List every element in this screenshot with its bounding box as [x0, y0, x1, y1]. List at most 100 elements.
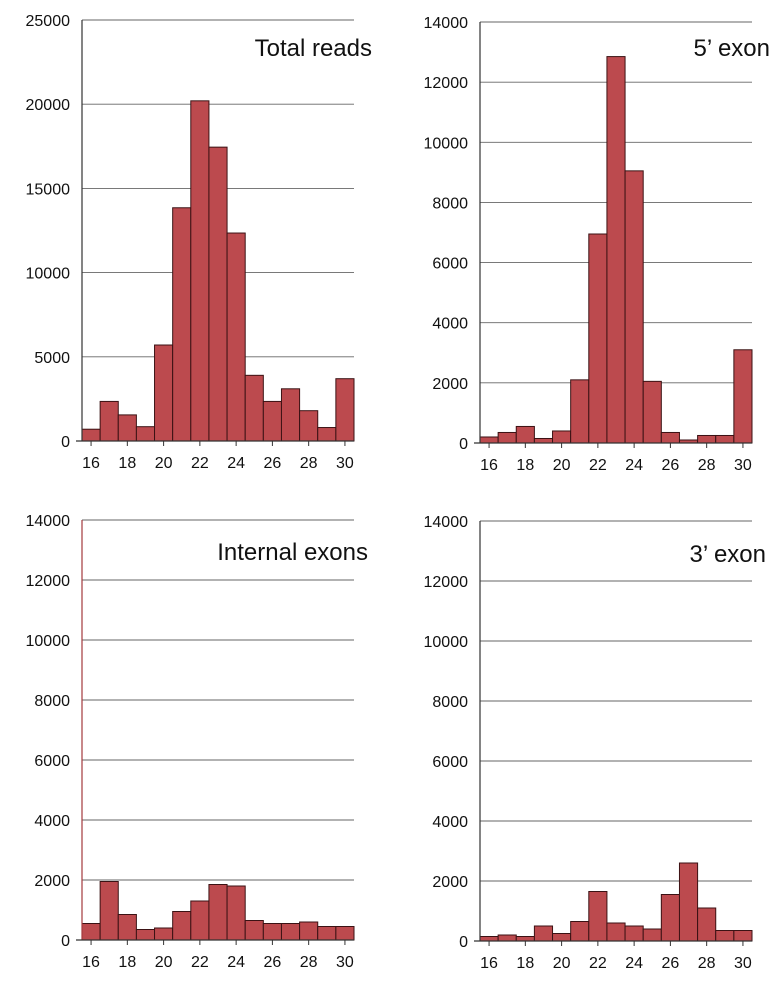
bar [678, 862, 699, 942]
bar [280, 923, 301, 941]
y-tick-label: 14000 [424, 514, 469, 531]
y-tick-label: 0 [459, 934, 468, 951]
bar [479, 936, 499, 942]
bar [642, 928, 662, 942]
x-tick-label: 18 [516, 457, 534, 474]
y-tick-label: 14000 [26, 513, 71, 530]
x-tick-label: 22 [589, 955, 607, 972]
x-tick-label: 20 [553, 457, 571, 474]
bar [299, 921, 319, 941]
bar [642, 380, 662, 444]
bar [81, 923, 101, 941]
y-tick-label: 4000 [432, 814, 468, 831]
bar [154, 344, 174, 442]
y-tick-label: 6000 [432, 754, 468, 771]
x-tick-label: 16 [480, 955, 498, 972]
x-tick-label: 16 [82, 455, 100, 472]
bar [497, 934, 517, 942]
bar [244, 920, 264, 941]
total-reads-chart: 0 5000 10000 15000 20000 25000 16 18 20 22 24 26 28 3… [26, 13, 373, 472]
bar [515, 425, 535, 444]
x-tick-label: 18 [516, 955, 534, 972]
bar [117, 414, 137, 442]
y-tick-label: 14000 [424, 15, 469, 32]
y-tick-label: 6000 [34, 753, 70, 770]
y-tick-label: 0 [61, 933, 70, 950]
x-tick-label: 22 [589, 457, 607, 474]
y-tick-label: 4000 [34, 813, 70, 830]
x-tick-label: 28 [698, 955, 716, 972]
bar [317, 926, 337, 941]
x-tick-label: 26 [264, 954, 282, 971]
x-tick-label: 18 [118, 455, 136, 472]
chart-title: Total reads [255, 35, 372, 62]
bar [262, 923, 282, 941]
y-tick-label: 20000 [26, 97, 71, 114]
x-tick-label: 20 [155, 455, 173, 472]
x-tick-label: 24 [625, 457, 643, 474]
x-tick-label: 26 [662, 955, 680, 972]
bar [172, 207, 192, 442]
bar [190, 900, 210, 941]
y-tick-label: 0 [61, 434, 70, 451]
y-tick-label: 10000 [424, 135, 469, 152]
x-tick-label: 30 [734, 457, 752, 474]
bar [226, 232, 246, 442]
bar [552, 933, 572, 942]
y-tick-label: 8000 [34, 693, 70, 710]
x-tick-label: 26 [264, 455, 282, 472]
bar [733, 930, 753, 942]
y-tick-label: 8000 [432, 195, 468, 212]
bar [715, 434, 735, 444]
bar [335, 378, 355, 442]
y-tick-label: 15000 [26, 181, 71, 198]
three-prime-exon-chart: 0 2000 4000 6000 8000 10000 12000 14000 16 18 20 22… [424, 514, 767, 972]
x-tick-label: 22 [191, 455, 209, 472]
bar [280, 388, 301, 442]
bar [733, 349, 753, 444]
bar [317, 427, 337, 442]
y-tick-label: 0 [459, 436, 468, 453]
bar [588, 891, 608, 942]
bar [552, 430, 572, 444]
bar [135, 426, 156, 442]
bar [172, 911, 192, 941]
bar [697, 907, 717, 942]
bar [190, 100, 210, 442]
x-tick-label: 30 [336, 455, 354, 472]
bar [570, 921, 590, 942]
bar [606, 56, 626, 444]
five-prime-exon-chart: 0 2000 4000 6000 8000 10000 12000 14000 16 18 20 22… [424, 15, 771, 474]
bar [715, 930, 735, 942]
x-tick-label: 22 [191, 954, 209, 971]
bar [244, 374, 264, 442]
bar [99, 400, 119, 442]
x-tick-label: 24 [227, 954, 245, 971]
y-tick-label: 25000 [26, 13, 71, 30]
y-tick-label: 12000 [424, 75, 469, 92]
chart-title: 5’ exon [694, 35, 771, 62]
bar [99, 881, 119, 941]
internal-exons-chart: 0 2000 4000 6000 8000 10000 12000 14000 16 18 20 22… [26, 513, 369, 971]
bar [660, 894, 680, 942]
x-tick-label: 18 [118, 954, 136, 971]
x-tick-label: 28 [300, 455, 318, 472]
bar [208, 146, 228, 442]
bar [606, 922, 626, 942]
x-tick-label: 30 [734, 955, 752, 972]
y-tick-label: 10000 [424, 634, 469, 651]
bar [81, 428, 101, 442]
x-tick-label: 24 [625, 955, 643, 972]
y-tick-label: 6000 [432, 256, 468, 273]
x-tick-label: 26 [662, 457, 680, 474]
bar [515, 936, 535, 942]
y-tick-label: 4000 [432, 316, 468, 333]
bar [624, 925, 644, 942]
bar [208, 884, 228, 941]
x-tick-label: 28 [300, 954, 318, 971]
bar [262, 400, 282, 442]
x-tick-label: 28 [698, 457, 716, 474]
y-tick-label: 12000 [26, 573, 71, 590]
